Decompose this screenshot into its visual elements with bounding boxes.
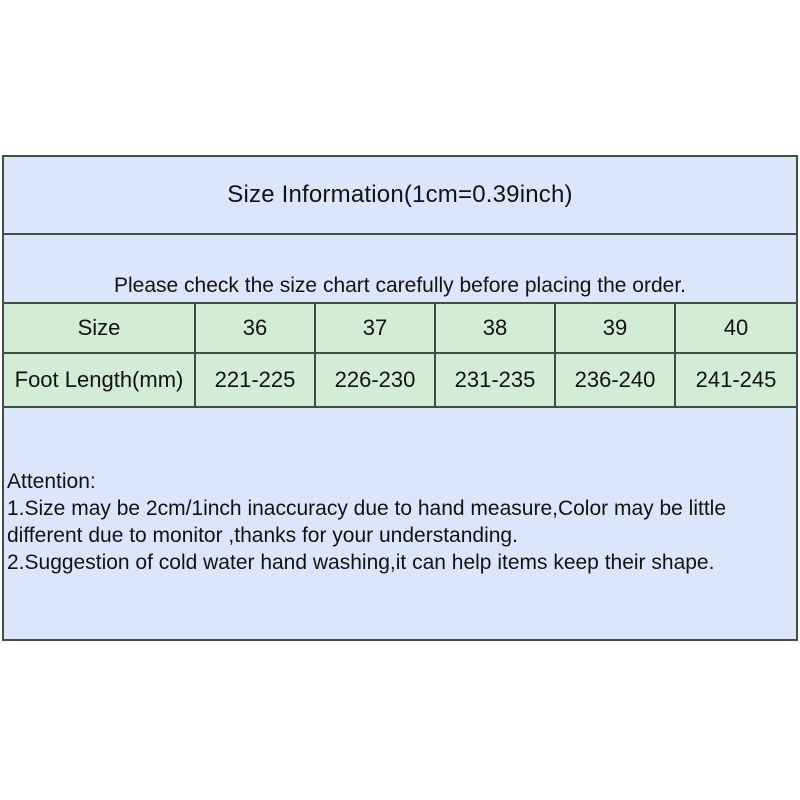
size-cell-37: 37 bbox=[316, 304, 436, 352]
size-information-table: Size Information(1cm=0.39inch) Please ch… bbox=[2, 155, 798, 641]
table-attention-row: Attention: 1.Size may be 2cm/1inch inacc… bbox=[4, 408, 796, 639]
size-cell-39: 39 bbox=[556, 304, 676, 352]
attention-block: Attention: 1.Size may be 2cm/1inch inacc… bbox=[7, 468, 790, 576]
size-cell-36: 36 bbox=[196, 304, 316, 352]
size-chart-notice: Please check the size chart carefully be… bbox=[114, 274, 686, 297]
table-row-foot-length: Foot Length(mm) 221-225 226-230 231-235 … bbox=[4, 354, 796, 408]
attention-line-2: different due to monitor ,thanks for you… bbox=[7, 524, 518, 547]
attention-line-1: 1.Size may be 2cm/1inch inaccuracy due t… bbox=[7, 497, 727, 520]
size-information-title: Size Information(1cm=0.39inch) bbox=[227, 181, 573, 208]
foot-length-cell-40: 241-245 bbox=[676, 354, 796, 406]
row-label-foot-length: Foot Length(mm) bbox=[4, 354, 196, 406]
table-title-row: Size Information(1cm=0.39inch) bbox=[4, 157, 796, 235]
table-notice-row: Please check the size chart carefully be… bbox=[4, 235, 796, 304]
table-row-size: Size 36 37 38 39 40 bbox=[4, 304, 796, 354]
foot-length-cell-37: 226-230 bbox=[316, 354, 436, 406]
attention-heading: Attention: bbox=[7, 470, 96, 493]
attention-line-3: 2.Suggestion of cold water hand washing,… bbox=[7, 551, 715, 574]
row-label-size: Size bbox=[4, 304, 196, 352]
foot-length-cell-39: 236-240 bbox=[556, 354, 676, 406]
foot-length-cell-38: 231-235 bbox=[436, 354, 556, 406]
foot-length-cell-36: 221-225 bbox=[196, 354, 316, 406]
size-cell-38: 38 bbox=[436, 304, 556, 352]
size-cell-40: 40 bbox=[676, 304, 796, 352]
